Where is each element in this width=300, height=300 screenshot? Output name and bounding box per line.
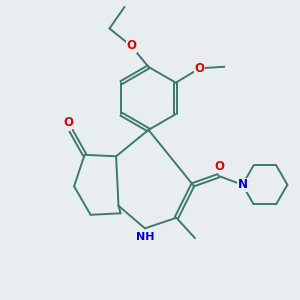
Text: O: O	[195, 62, 205, 75]
Text: O: O	[64, 116, 74, 129]
Text: N: N	[237, 178, 248, 191]
Text: O: O	[126, 39, 136, 52]
Text: O: O	[214, 160, 224, 173]
Text: NH: NH	[136, 232, 154, 242]
